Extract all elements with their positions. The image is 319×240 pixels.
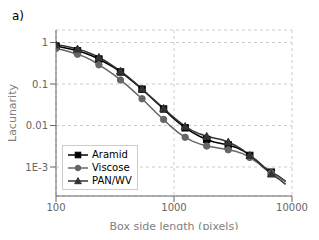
html-text:Aramid: Aramid [92, 149, 128, 160]
html-text:Viscose: Viscose [92, 162, 130, 173]
svg-text:1: 1 [42, 37, 48, 48]
svg-text:0.01: 0.01 [26, 120, 48, 131]
svg-text:0.1: 0.1 [32, 79, 48, 90]
svg-text:1E-3: 1E-3 [25, 162, 48, 173]
svg-text:10000: 10000 [276, 202, 308, 213]
svg-text:1000: 1000 [161, 202, 186, 213]
svg-text:Lacunarity: Lacunarity [8, 84, 19, 142]
html-text:PAN/WV: PAN/WV [92, 175, 132, 186]
svg-text:Box side length (pixels): Box side length (pixels) [110, 220, 239, 230]
html-text:a): a) [12, 9, 24, 23]
svg-text:100: 100 [46, 202, 65, 213]
